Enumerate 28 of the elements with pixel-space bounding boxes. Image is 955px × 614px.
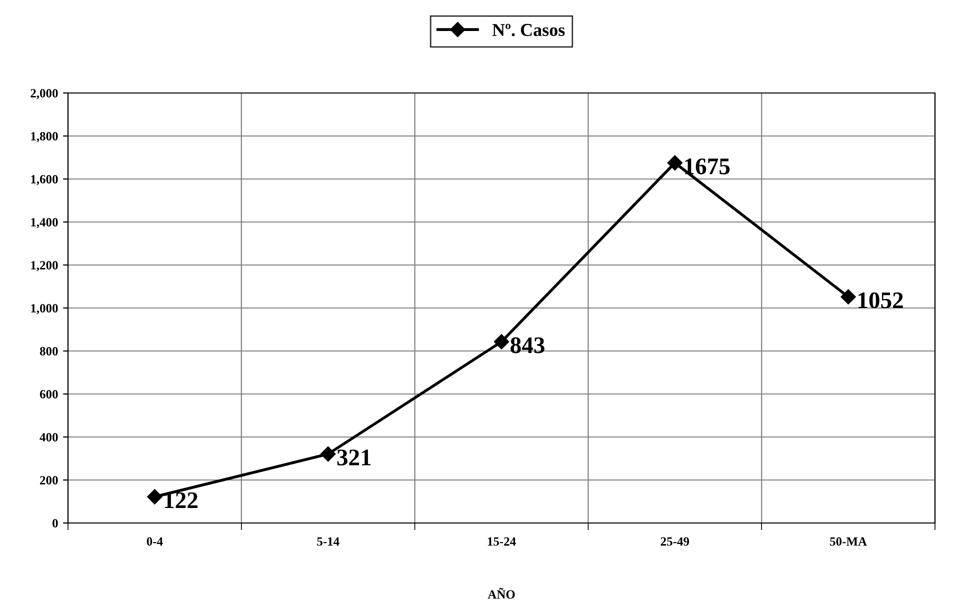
- x-tick-label: 50-MA: [830, 537, 867, 546]
- y-tick-label: 1,000: [31, 304, 58, 314]
- point: [840, 289, 856, 304]
- data-label: 122: [164, 492, 198, 508]
- data-label: 843: [510, 337, 544, 354]
- data-label: 1052: [858, 292, 903, 308]
- x-tick-label: 15-24: [488, 537, 516, 546]
- y-tick-label: 0: [52, 519, 58, 528]
- point: [320, 446, 336, 462]
- point: [494, 334, 510, 350]
- y-tick-label: 400: [40, 433, 58, 442]
- y-tick-label: 600: [40, 390, 58, 398]
- x-tick-label: 25-49: [660, 537, 690, 546]
- data-label: 1675: [685, 158, 730, 174]
- point: [147, 489, 162, 504]
- y-tick-label: 1,600: [31, 175, 58, 186]
- y-tick-label: 1,400: [31, 218, 58, 228]
- x-tick-label: 5-14: [317, 537, 340, 546]
- y-tick-label: 2,000: [30, 89, 58, 100]
- y-tick-label: 200: [40, 476, 58, 484]
- data-label: 321: [337, 450, 371, 466]
- x-axis-title: AÑO: [488, 588, 515, 599]
- point: [667, 155, 682, 170]
- y-tick-label: 800: [40, 347, 58, 356]
- y-tick-label: 1,800: [31, 132, 58, 142]
- legend-label: Nº. Casos: [492, 24, 565, 36]
- y-tick-label: 1,200: [31, 261, 58, 272]
- x-tick-label: 0-4: [146, 537, 163, 546]
